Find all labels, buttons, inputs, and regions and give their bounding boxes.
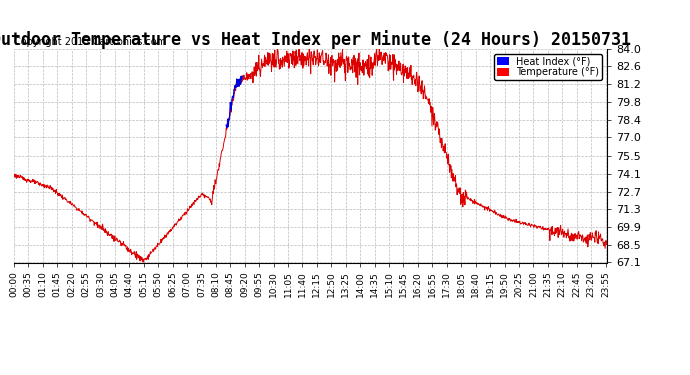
Title: Outdoor Temperature vs Heat Index per Minute (24 Hours) 20150731: Outdoor Temperature vs Heat Index per Mi… [0, 30, 631, 49]
Text: Copyright 2015 Cartronics.com: Copyright 2015 Cartronics.com [14, 37, 166, 46]
Legend: Heat Index (°F), Temperature (°F): Heat Index (°F), Temperature (°F) [494, 54, 602, 80]
